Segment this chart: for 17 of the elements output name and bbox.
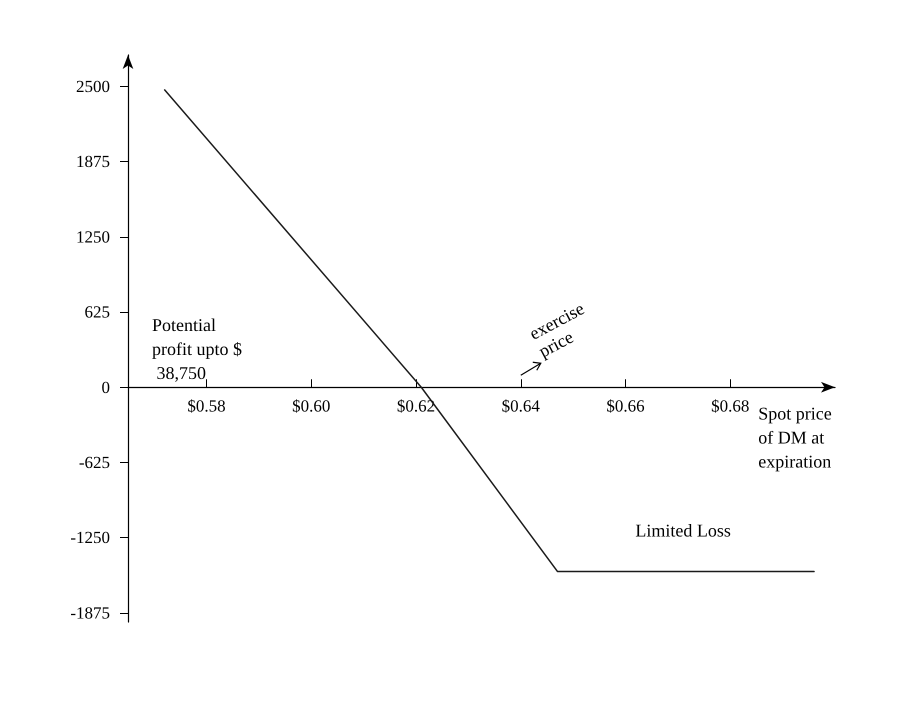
y-tick-label: 2500	[76, 76, 110, 96]
x-tick-label: $0.68	[711, 396, 750, 416]
y-tick-label: -1250	[70, 528, 110, 548]
y-tick-label: 1875	[76, 152, 110, 172]
annotation: Limited Loss	[635, 520, 731, 540]
x-axis-title: Spot price of DM at expiration	[758, 403, 836, 472]
y-tick-label: -625	[78, 452, 110, 472]
y-tick-label: 0	[102, 378, 110, 397]
y-tick-label: -1875	[70, 603, 110, 622]
x-tick-label: $0.64	[502, 396, 540, 416]
x-tick-label: $0.60	[292, 396, 330, 416]
x-tick-label: $0.62	[396, 396, 436, 416]
x-tick-label: $0.58	[187, 396, 226, 416]
y-tick-label: 1250	[76, 227, 110, 246]
x-tick-label: $0.66	[606, 396, 645, 416]
annotation: Potential profit upto $ 38,750	[152, 315, 242, 383]
y-tick-label: 625	[84, 302, 110, 322]
